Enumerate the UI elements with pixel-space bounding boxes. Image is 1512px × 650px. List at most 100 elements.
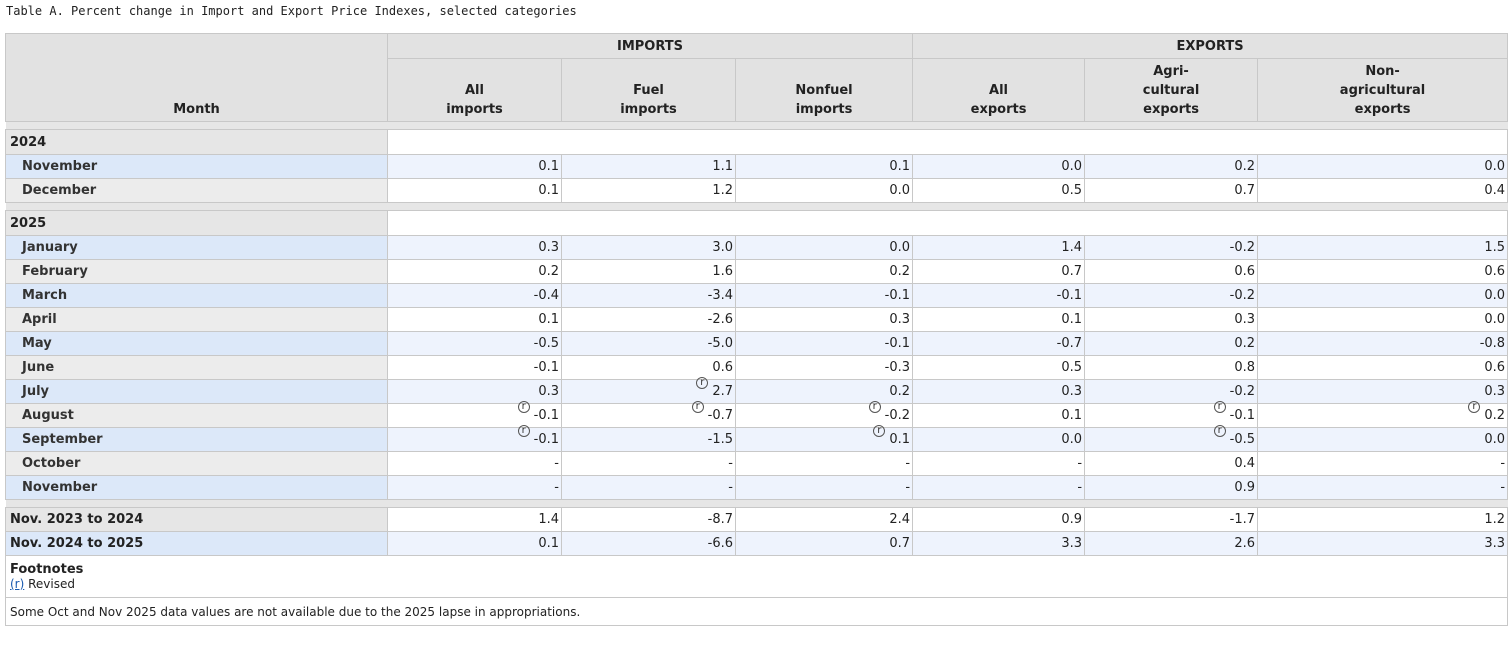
nonfuel-imports-cell: r0.1 [734,425,914,452]
cell-value: 0.0 [1484,432,1506,447]
fuel-imports-cell: -2.6 [561,307,736,332]
all-exports-cell: 0.3 [912,379,1086,404]
table-row: October - - - - 0.4 - [5,451,1509,476]
year-row-blank [386,129,1509,155]
fuel-imports-cell: -5.0 [561,331,736,356]
all-exports-cell: 3.3 [912,531,1086,556]
separator-cell [5,121,1508,130]
cell-value: -0.7 [1056,336,1083,351]
footnotes-row: Footnotes (r) Revised [4,555,1509,598]
table-row: January 0.3 3.0 0.0 1.4 -0.2 1.5 [5,235,1509,260]
fuel-imports-cell: -8.7 [561,507,736,532]
all-imports-cell: r-0.1 [387,425,562,452]
revised-footnote-marker[interactable]: r [1213,401,1226,413]
all-exports-cell: 0.0 [912,154,1086,179]
fuel-imports-cell: - [561,451,736,476]
summary-label: Nov. 2023 to 2024 [5,507,388,532]
cell-value: 0.2 [1484,408,1506,423]
summary-row: Nov. 2024 to 2025 0.1 -6.6 0.7 3.3 2.6 3.3 [5,531,1509,556]
revised-footnote-marker[interactable]: r [691,401,704,413]
fuel-imports-cell: 1.2 [561,178,736,203]
nonfuel-imports-cell: 0.3 [734,307,914,332]
cell-value: - [905,480,911,495]
all-imports-cell: 0.3 [387,379,562,404]
all-exports-cell: 0.9 [912,507,1086,532]
all-imports-cell: 0.1 [387,307,562,332]
all-exports-cell: 0.5 [912,355,1086,380]
fuel-imports-cell: r-0.7 [561,401,736,428]
revised-footnote-marker[interactable]: r [517,401,530,413]
column-header-line: Nonfuel [795,83,853,98]
all-imports-cell: -0.1 [387,355,562,380]
revised-footnote-marker[interactable]: r [696,377,709,389]
month-label: January [5,235,388,260]
revised-footnote-link[interactable]: (r) [10,577,25,591]
cell-value: 0.3 [1234,312,1256,327]
footnotes-title: Footnotes [10,562,84,577]
nonagricultural-exports-cell: - [1257,451,1509,476]
month-label: October [5,451,388,476]
cell-value: 0.7 [1234,183,1256,198]
all-exports-cell: 0.1 [912,307,1086,332]
revised-footnote-marker[interactable]: r [868,401,881,413]
revised-footnote-text: Revised [28,577,75,591]
cell-value: 0.6 [1234,264,1256,279]
agricultural-exports-column-header: Agri-cultural exports [1084,58,1259,122]
year-label: 2024 [5,129,388,155]
cell-value: -0.1 [884,288,911,303]
month-label: March [5,283,388,308]
cell-value: - [728,456,733,471]
column-header-line: Fuel [633,83,664,98]
column-header-line: Agri- [1153,64,1189,79]
footnote-item: (r) Revised [10,577,1503,591]
nonfuel-imports-cell: 0.2 [734,379,914,404]
cell-value: -0.2 [1229,240,1256,255]
all-imports-column-header: All imports [387,58,562,122]
cell-value: -0.8 [1479,336,1506,351]
separator-cell [5,202,1508,211]
nonagricultural-exports-cell: 0.6 [1257,259,1509,284]
all-imports-cell: r-0.1 [387,401,562,428]
cell-value: - [554,480,559,495]
fuel-imports-cell: -1.5 [561,427,736,452]
month-label: June [5,355,388,380]
exports-group-header: EXPORTS [912,33,1509,59]
revised-footnote-marker[interactable]: r [873,425,886,437]
all-exports-cell: - [912,475,1086,500]
month-label: July [5,379,388,404]
agricultural-exports-cell: -0.2 [1084,283,1259,308]
fuel-imports-cell: 1.1 [561,154,736,179]
column-header-line: exports [1143,102,1199,117]
agricultural-exports-cell: 0.7 [1084,178,1259,203]
table-caption: Table A. Percent change in Import and Ex… [6,4,577,18]
agricultural-exports-cell: r-0.1 [1084,401,1259,428]
column-header-line: All [465,83,484,98]
nonfuel-imports-cell: -0.1 [734,283,914,308]
section-separator [5,499,1508,508]
cell-value: 0.1 [538,183,559,198]
nonagricultural-exports-cell: 0.0 [1257,427,1509,452]
cell-value: 0.1 [538,159,559,174]
fuel-imports-cell: -3.4 [561,283,736,308]
footnotes-cell: Footnotes (r) Revised [4,555,1509,598]
all-imports-cell: 0.3 [387,235,562,260]
year-row: 2025 [5,210,1509,236]
table-row: July 0.3 r2.7 0.2 0.3 -0.2 0.3 [5,377,1509,404]
cell-value: 0.1 [1061,408,1083,423]
section-separator [5,121,1508,130]
fuel-imports-cell: - [561,475,736,500]
month-label: August [5,403,388,428]
cell-value: 0.3 [538,384,559,399]
cell-value: 0.6 [1484,264,1506,279]
fuel-imports-cell: 3.0 [561,235,736,260]
all-imports-cell: 0.1 [387,531,562,556]
nonfuel-imports-cell: - [734,451,914,476]
data-availability-note: Some Oct and Nov 2025 data values are no… [4,597,1509,626]
revised-footnote-marker[interactable]: r [1213,425,1226,437]
revised-footnote-marker[interactable]: r [1468,401,1481,413]
cell-value: 0.7 [1061,264,1083,279]
fuel-imports-cell: r2.7 [561,377,736,404]
cell-value: 1.1 [712,159,733,174]
nonagricultural-exports-cell: 1.2 [1257,507,1509,532]
revised-footnote-marker[interactable]: r [517,425,530,437]
